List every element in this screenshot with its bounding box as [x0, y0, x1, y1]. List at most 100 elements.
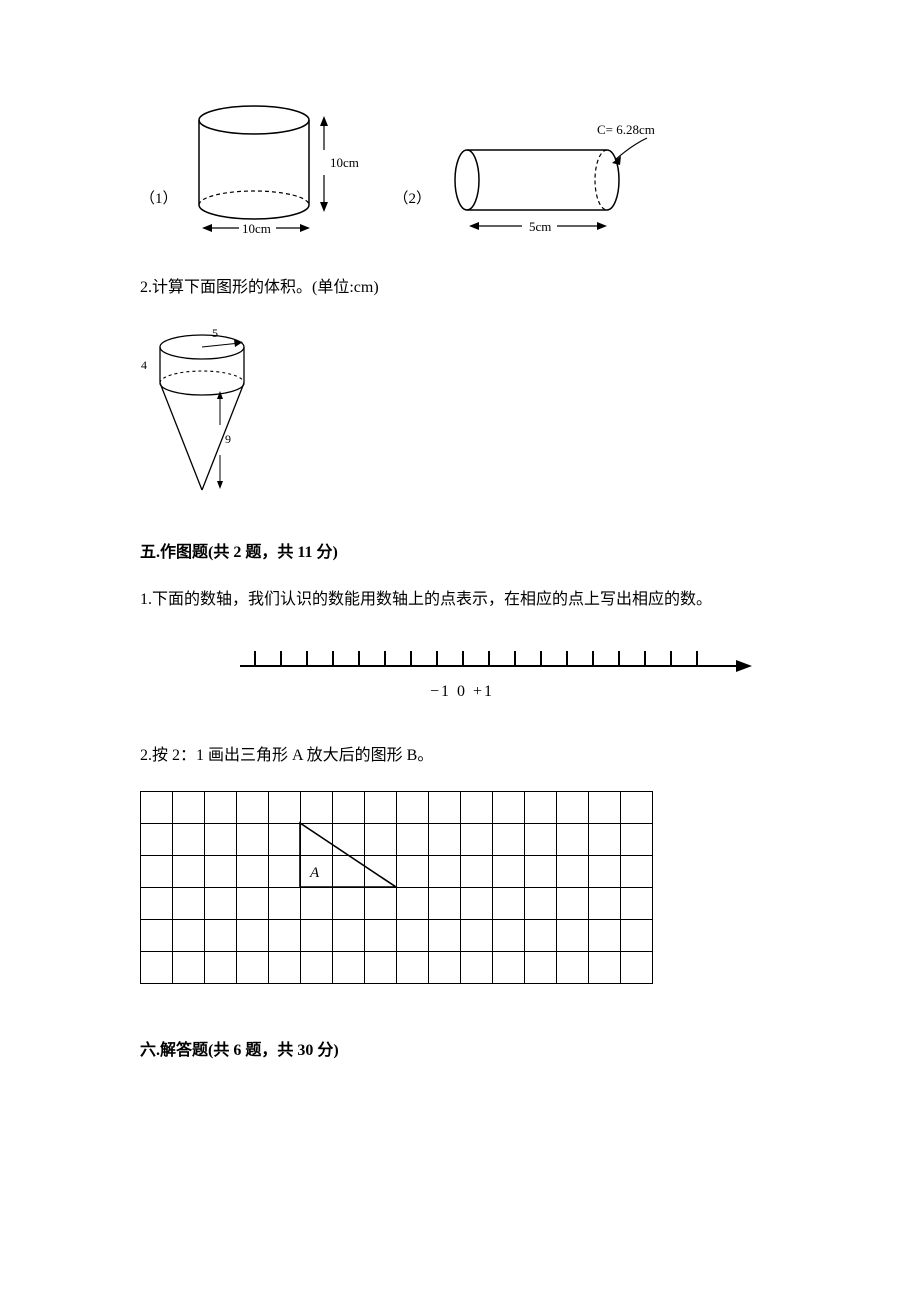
grid-cell — [397, 919, 429, 951]
grid-cell — [237, 823, 269, 855]
grid-cell — [141, 791, 173, 823]
grid-table — [140, 791, 653, 984]
cylinder-cone-icon: 5 4 9 — [140, 325, 270, 505]
cylinder-horizontal-icon: C= 6.28cm 5cm — [437, 120, 667, 240]
grid-cell — [397, 855, 429, 887]
grid-cell — [493, 887, 525, 919]
grid-cell — [589, 855, 621, 887]
triangle-a-label: A — [310, 857, 319, 890]
grid-cell — [461, 887, 493, 919]
grid-cell — [365, 823, 397, 855]
grid-cell — [621, 919, 653, 951]
grid-cell — [237, 919, 269, 951]
grid-cell — [493, 951, 525, 983]
cylinder-upright-icon: 10cm 10cm — [184, 100, 364, 240]
grid-cell — [525, 823, 557, 855]
grid-cell — [141, 887, 173, 919]
grid-cell — [205, 887, 237, 919]
shape-h1-text: 4 — [141, 358, 147, 372]
grid-cell — [237, 791, 269, 823]
grid-cell — [173, 951, 205, 983]
grid-cell — [429, 951, 461, 983]
grid-cell — [205, 791, 237, 823]
grid-cell — [173, 887, 205, 919]
grid-cell — [429, 919, 461, 951]
grid-cell — [557, 887, 589, 919]
grid-cell — [269, 823, 301, 855]
grid-cell — [621, 951, 653, 983]
grid-cell — [557, 855, 589, 887]
number-line-labels: −1 0 +1 — [430, 674, 494, 709]
shape-r-text: 5 — [212, 326, 218, 340]
grid-cell — [397, 791, 429, 823]
grid-cell — [589, 791, 621, 823]
grid-cell — [525, 855, 557, 887]
cyl2-c-text: C= 6.28cm — [597, 122, 655, 137]
grid-cell — [557, 919, 589, 951]
grid-cell — [461, 791, 493, 823]
grid-cell — [557, 823, 589, 855]
grid-cell — [301, 887, 333, 919]
cyl1-height-text: 10cm — [330, 155, 359, 170]
grid-cell — [365, 855, 397, 887]
grid-cell — [461, 823, 493, 855]
grid-cell — [589, 951, 621, 983]
grid-cell — [205, 855, 237, 887]
grid-cell — [269, 887, 301, 919]
grid-cell — [205, 823, 237, 855]
sec5-q1: 1.下面的数轴，我们认识的数能用数轴上的点表示，在相应的点上写出相应的数。 — [140, 582, 780, 617]
grid-cell — [621, 791, 653, 823]
grid-cell — [365, 951, 397, 983]
grid-cell — [237, 855, 269, 887]
grid-cell — [333, 855, 365, 887]
grid-cell — [525, 887, 557, 919]
grid-cell — [461, 919, 493, 951]
grid-cell — [173, 855, 205, 887]
grid-cell — [333, 887, 365, 919]
figure-1-group: （1） 10cm 10cm — [140, 100, 364, 240]
grid-cell — [301, 791, 333, 823]
grid-cell — [333, 791, 365, 823]
grid-cell — [525, 791, 557, 823]
q2-text: 2.计算下面图形的体积。(单位:cm) — [140, 270, 780, 305]
grid-cell — [429, 791, 461, 823]
grid-cell — [621, 823, 653, 855]
grid-cell — [557, 951, 589, 983]
grid-cell — [397, 951, 429, 983]
grid-cell — [269, 951, 301, 983]
grid-cell — [269, 791, 301, 823]
shape-h2-text: 9 — [225, 432, 231, 446]
grid-cell — [493, 791, 525, 823]
grid-cell — [461, 855, 493, 887]
grid-cell — [301, 823, 333, 855]
cyl2-len-text: 5cm — [529, 219, 551, 234]
grid-cell — [205, 919, 237, 951]
grid-cell — [589, 823, 621, 855]
grid-figure: A — [140, 791, 780, 997]
grid-cell — [557, 791, 589, 823]
grid-cell — [621, 855, 653, 887]
cyl1-width-text: 10cm — [242, 221, 271, 236]
composite-shape-figure: 5 4 9 — [140, 325, 780, 505]
figure-2-group: （2） C= 6.28cm 5cm — [394, 120, 668, 240]
grid-cell — [429, 855, 461, 887]
grid-cell — [365, 919, 397, 951]
grid-cell — [173, 823, 205, 855]
sec5-q2: 2.按 2：1 画出三角形 A 放大后的图形 B。 — [140, 738, 780, 773]
grid-cell — [301, 951, 333, 983]
document-page: （1） 10cm 10cm （2） — [0, 0, 920, 1140]
number-line-icon — [140, 638, 780, 678]
grid-cell — [365, 791, 397, 823]
grid-cell — [237, 887, 269, 919]
grid-cell — [141, 855, 173, 887]
grid-cell — [205, 951, 237, 983]
grid-cell — [493, 823, 525, 855]
grid-cell — [525, 951, 557, 983]
grid-cell — [333, 951, 365, 983]
grid-cell — [301, 919, 333, 951]
grid-cell — [397, 823, 429, 855]
grid-cell — [141, 823, 173, 855]
grid-cell — [269, 855, 301, 887]
grid-cell — [589, 887, 621, 919]
grid-cell — [525, 919, 557, 951]
